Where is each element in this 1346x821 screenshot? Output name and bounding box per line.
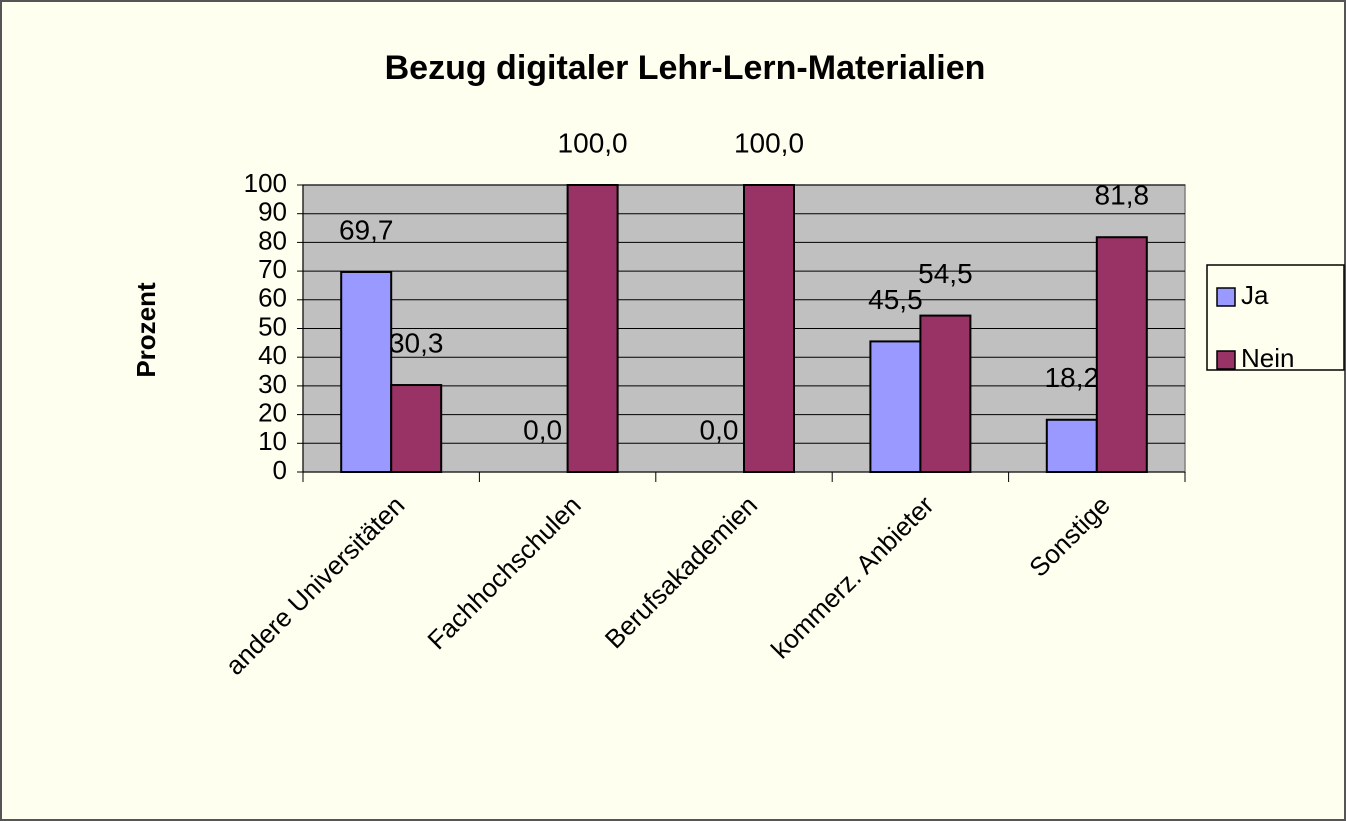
y-tick-label: 90 bbox=[258, 197, 287, 227]
y-tick-label: 0 bbox=[273, 455, 287, 485]
data-label: 81,8 bbox=[1095, 180, 1150, 211]
bar bbox=[390, 384, 443, 473]
bar bbox=[869, 340, 922, 474]
y-tick-label: 20 bbox=[258, 397, 287, 427]
legend-swatch bbox=[1216, 350, 1236, 370]
bar bbox=[566, 184, 619, 473]
bar bbox=[340, 270, 393, 473]
y-tick-label: 100 bbox=[244, 168, 287, 198]
data-label: 0,0 bbox=[523, 414, 562, 445]
bar bbox=[1045, 418, 1098, 473]
data-label: 30,3 bbox=[389, 327, 444, 358]
bar bbox=[743, 184, 795, 473]
bar bbox=[1095, 236, 1148, 473]
data-label: 0,0 bbox=[700, 414, 739, 445]
y-tick-label: 30 bbox=[258, 369, 287, 399]
y-axis-label: Prozent bbox=[131, 282, 161, 378]
bar bbox=[919, 314, 972, 473]
legend-label: Nein bbox=[1241, 343, 1294, 373]
data-label: 18,2 bbox=[1045, 362, 1100, 393]
legend-swatch bbox=[1216, 287, 1236, 307]
chart-title: Bezug digitaler Lehr-Lern-Materialien bbox=[385, 49, 986, 87]
legend-label: Ja bbox=[1241, 280, 1269, 310]
y-tick-label: 70 bbox=[258, 254, 287, 284]
data-label: 45,5 bbox=[868, 284, 923, 315]
y-tick-label: 40 bbox=[258, 340, 287, 370]
data-label: 69,7 bbox=[339, 214, 394, 245]
y-tick-label: 60 bbox=[258, 283, 287, 313]
data-label: 54,5 bbox=[918, 258, 973, 289]
y-tick-label: 80 bbox=[258, 225, 287, 255]
y-tick-label: 50 bbox=[258, 311, 287, 341]
data-label: 100,0 bbox=[558, 127, 628, 158]
data-label: 100,0 bbox=[734, 127, 804, 158]
y-tick-label: 10 bbox=[258, 426, 287, 456]
